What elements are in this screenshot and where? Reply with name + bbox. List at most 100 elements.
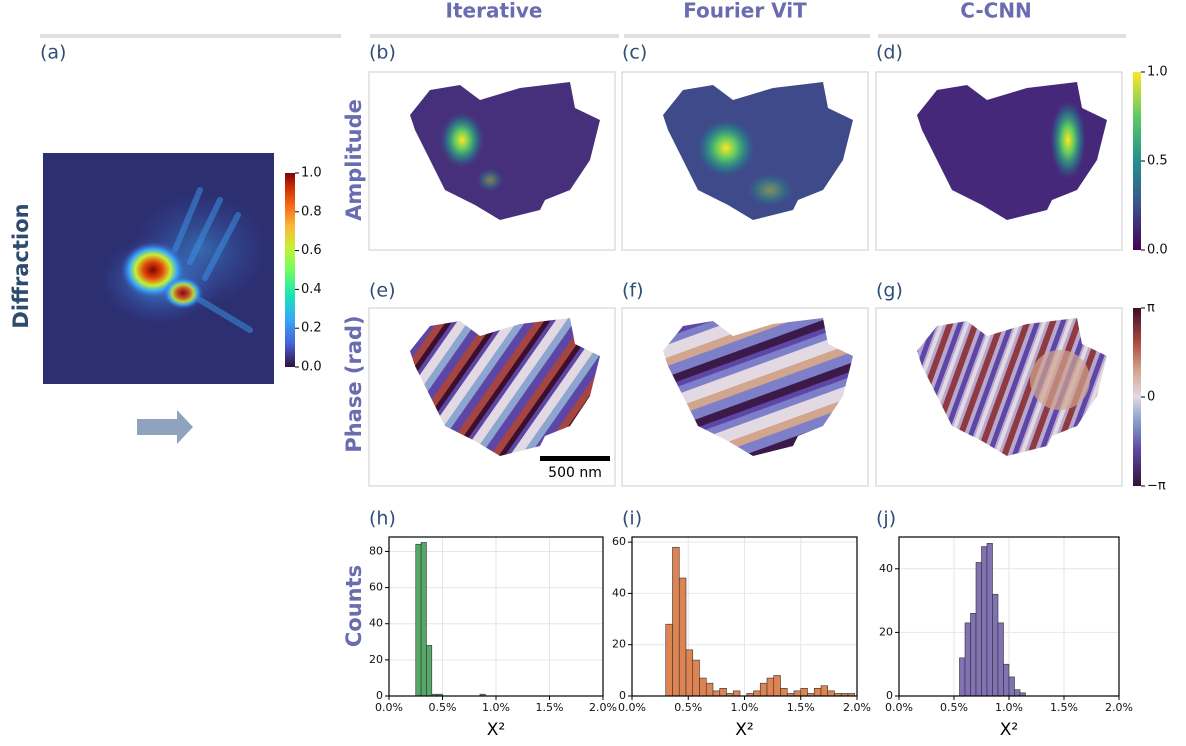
- colorbar: [1133, 72, 1141, 250]
- bar: [986, 543, 993, 697]
- y-tick-label: 20: [879, 625, 893, 638]
- row-label: Counts: [342, 565, 366, 647]
- colorbar-tick-label: 1.0: [1147, 65, 1168, 80]
- colorbar-tick-label: 1.0: [301, 166, 322, 181]
- y-tick-label: 0: [886, 689, 893, 702]
- bar: [678, 577, 687, 697]
- x-axis-label: X²: [735, 720, 753, 740]
- bar: [415, 543, 422, 697]
- x-tick-label: 2.0%: [843, 701, 871, 714]
- bar: [712, 690, 721, 697]
- panel-label: (c): [622, 42, 647, 64]
- bar: [766, 677, 775, 697]
- bar: [970, 613, 977, 697]
- axes-frame: [388, 536, 604, 697]
- x-tick-label: 0.0%: [885, 701, 913, 714]
- colorbar-tick-label: −π: [1147, 479, 1166, 494]
- row-label: Phase (rad): [342, 315, 366, 452]
- axes-frame: [631, 536, 858, 697]
- bar: [813, 688, 822, 697]
- y-tick-label: 80: [369, 544, 383, 557]
- panel-label: (i): [622, 508, 642, 530]
- panel-label: (g): [876, 280, 903, 302]
- bar: [1003, 663, 1010, 697]
- x-tick-label: 1.5%: [787, 701, 815, 714]
- y-tick-label: 20: [369, 653, 383, 666]
- y-tick-label: 0: [619, 689, 626, 702]
- x-tick-label: 0.0%: [375, 701, 403, 714]
- bar: [732, 690, 741, 697]
- bar: [975, 562, 982, 697]
- x-tick-label: 2.0%: [589, 701, 617, 714]
- x-tick-label: 2.0%: [1105, 701, 1133, 714]
- x-tick-label: 1.0%: [731, 701, 759, 714]
- x-axis-label: X²: [1000, 720, 1018, 740]
- bar: [773, 675, 781, 697]
- bar: [964, 622, 971, 697]
- y-tick-label: 60: [612, 535, 626, 548]
- bar: [759, 682, 768, 697]
- x-tick-label: 0.5%: [674, 701, 702, 714]
- bar: [981, 546, 988, 697]
- bar: [1008, 676, 1015, 697]
- y-tick-label: 40: [879, 562, 893, 575]
- panel-label: (b): [369, 42, 396, 64]
- y-tick-label: 20: [612, 638, 626, 651]
- x-tick-label: 0.5%: [429, 701, 457, 714]
- bar: [719, 688, 727, 697]
- bar: [665, 623, 673, 697]
- y-tick-label: 40: [369, 617, 383, 630]
- bar: [780, 688, 788, 697]
- colorbar-tick-label: 0.0: [301, 360, 322, 375]
- x-tick-label: 1.0%: [482, 701, 510, 714]
- colorbar: [1133, 308, 1141, 486]
- bar: [800, 688, 808, 697]
- bar: [793, 690, 802, 697]
- bar: [992, 593, 999, 697]
- x-tick-label: 1.5%: [1050, 701, 1078, 714]
- column-header: C-CNN: [960, 0, 1032, 23]
- panel-label: (j): [876, 508, 896, 530]
- bar: [820, 685, 829, 697]
- panel-label: (a): [40, 42, 66, 64]
- amplitude-maps: [368, 71, 1123, 251]
- panel-label: (e): [369, 280, 396, 302]
- bar: [420, 542, 427, 697]
- panel-label: (f): [622, 280, 644, 302]
- bar: [699, 677, 707, 697]
- y-tick-label: 60: [369, 581, 383, 594]
- bar: [685, 649, 694, 697]
- axes-frame: [898, 536, 1120, 697]
- bar: [753, 690, 761, 697]
- column-header: Fourier ViT: [683, 0, 807, 23]
- arrow: [137, 410, 193, 444]
- colorbar-tick-label: 0.0: [1147, 243, 1168, 258]
- bar: [705, 682, 714, 697]
- phase-maps: [368, 307, 1123, 487]
- bar: [959, 657, 966, 697]
- colorbar-tick-label: 0.4: [301, 282, 322, 297]
- x-tick-label: 1.0%: [995, 701, 1023, 714]
- colorbar-tick-label: 0.6: [301, 243, 322, 258]
- bar: [672, 546, 680, 697]
- colorbar-tick-label: 0.2: [301, 321, 322, 336]
- x-axis-label: X²: [487, 720, 505, 740]
- y-tick-label: 0: [376, 689, 383, 702]
- x-tick-label: 1.5%: [536, 701, 564, 714]
- panel-label: (d): [876, 42, 903, 64]
- bar: [426, 645, 433, 697]
- x-tick-label: 0.5%: [940, 701, 968, 714]
- bar: [1014, 689, 1021, 697]
- bar: [827, 690, 835, 697]
- scale-bar-label: 500 nm: [548, 465, 602, 481]
- row-label: Diffraction: [9, 203, 33, 328]
- colorbar-tick-label: 0.5: [1147, 154, 1168, 169]
- colorbar-tick-label: 0.8: [301, 204, 322, 219]
- bar: [692, 659, 700, 697]
- colorbar-tick-label: π: [1147, 301, 1155, 316]
- scale-bar: [540, 456, 610, 461]
- row-label: Amplitude: [342, 99, 366, 221]
- colorbar-tick-label: 0: [1147, 390, 1155, 405]
- bar: [997, 622, 1004, 697]
